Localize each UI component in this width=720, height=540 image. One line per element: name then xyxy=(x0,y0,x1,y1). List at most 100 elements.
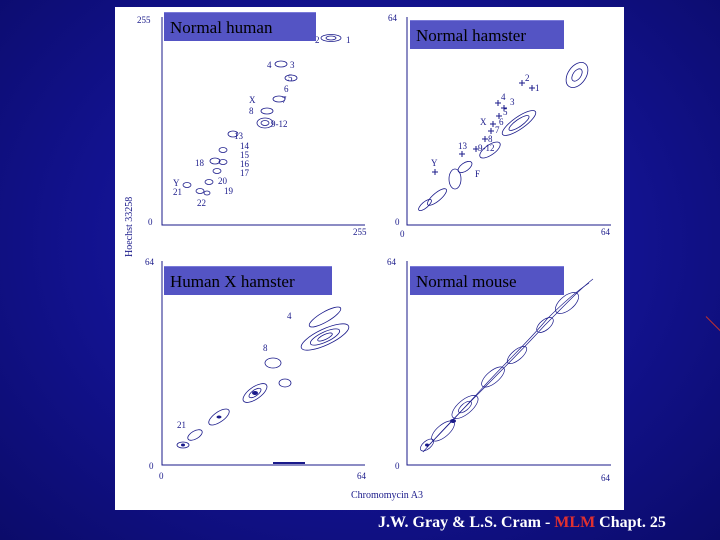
chrom-label: 9-12 xyxy=(478,143,495,153)
chrom-label: 5 xyxy=(503,107,508,117)
peak-contour xyxy=(308,306,342,328)
flow-karyotype-figure: 255 0 255 64 0 0 64 64 0 0 64 64 0 64 Ho… xyxy=(115,7,624,510)
tick-bl-origin-x: 0 xyxy=(159,471,164,481)
chrom-label: 4 xyxy=(267,60,272,70)
citation-chapter: Chapt. 25 xyxy=(595,514,666,531)
peak-contour xyxy=(256,117,274,129)
citation: J.W. Gray & L.S. Cram - MLM Chapt. 25 xyxy=(378,514,666,532)
tick-tr-origin-x: 0 xyxy=(400,229,405,239)
peak-contour xyxy=(457,160,473,174)
chrom-label: Y xyxy=(173,178,180,188)
chrom-label: 7 xyxy=(495,125,500,135)
chrom-label: 2 xyxy=(315,35,320,45)
peak-core xyxy=(252,391,258,395)
chrom-label: Y xyxy=(431,158,438,168)
peak-contour xyxy=(555,292,579,314)
peak-contour xyxy=(508,115,530,131)
citation-highlight: MLM xyxy=(554,514,596,531)
chrom-label: 2 xyxy=(525,73,530,83)
peak-contour xyxy=(176,441,190,449)
peak-contour xyxy=(195,188,205,194)
peak-contour xyxy=(187,429,203,441)
peak-contour xyxy=(182,182,192,188)
chrom-label: 5 xyxy=(288,73,293,83)
peak-contour xyxy=(418,198,432,212)
peak-contour xyxy=(203,190,211,196)
peak-contour xyxy=(242,383,268,403)
peak-contour xyxy=(218,159,228,165)
chrom-label: X xyxy=(480,117,487,127)
chrom-label: 21 xyxy=(173,187,182,197)
chrom-label: 17 xyxy=(240,168,250,178)
peak-contour xyxy=(325,35,337,41)
peak-contour xyxy=(451,395,479,419)
tick-br-xmax: 64 xyxy=(601,473,611,483)
peak-contour xyxy=(227,130,239,138)
axes-bottom-right xyxy=(406,261,611,466)
tick-tr-origin: 0 xyxy=(395,217,400,227)
tick-tr-ymax: 64 xyxy=(388,13,398,23)
peak-contour xyxy=(272,95,286,103)
peak-core xyxy=(181,443,185,447)
peak-contour xyxy=(317,332,333,342)
tick-tr-xmax: 64 xyxy=(601,227,611,237)
chrom-label: 16 xyxy=(240,159,250,169)
hamster-plus-markers xyxy=(432,80,535,175)
chrom-label: 4 xyxy=(287,311,292,321)
chrom-label: X xyxy=(249,95,256,105)
peak-contour xyxy=(571,68,583,82)
chrom-label: 1 xyxy=(535,83,540,93)
peak-contour xyxy=(274,60,288,68)
peak-contour xyxy=(479,141,501,159)
peak-contour xyxy=(481,366,505,388)
peak-contour xyxy=(565,62,589,88)
axes-bottom-left xyxy=(161,261,365,466)
peak-contour xyxy=(309,328,341,346)
peak-contour xyxy=(248,387,262,399)
tick-bl-xmax: 64 xyxy=(357,471,367,481)
chrom-label: 14 xyxy=(240,141,250,151)
tick-tl-xmax: 255 xyxy=(353,227,367,237)
axis-lines xyxy=(161,17,611,466)
x-axis-label: Chromomycin A3 xyxy=(351,490,423,501)
human-peaks xyxy=(182,34,342,196)
peak-contour xyxy=(208,408,230,426)
chrom-label: 8 xyxy=(263,343,268,353)
peak-contour xyxy=(284,74,298,82)
plus-marker xyxy=(482,136,488,142)
chrom-label: 20 xyxy=(218,176,228,186)
peak-contour xyxy=(204,179,214,185)
peak-contour xyxy=(264,357,282,369)
peak-contour xyxy=(427,188,447,206)
peak-contour xyxy=(506,346,528,364)
peak-contour xyxy=(420,438,434,452)
chrom-label: 6 xyxy=(284,84,289,94)
chrom-label: 13 xyxy=(458,141,468,151)
plus-marker xyxy=(501,105,507,111)
panel-title-normal-mouse: Normal mouse xyxy=(410,266,564,295)
plus-marker xyxy=(529,85,535,91)
peak-contour xyxy=(278,378,292,388)
plus-marker xyxy=(496,113,502,119)
chrom-label: 19 xyxy=(224,186,234,196)
tick-tl-ymax: 255 xyxy=(137,15,151,25)
panel-title-normal-hamster: Normal hamster xyxy=(410,20,564,49)
peak-core xyxy=(425,443,429,447)
citation-authors: J.W. Gray & L.S. Cram - xyxy=(378,514,555,531)
mouse-ridge xyxy=(422,278,594,453)
plus-marker xyxy=(432,169,438,175)
karyotype-plots: 255 0 255 64 0 0 64 64 0 0 64 64 0 64 Ho… xyxy=(124,13,611,501)
chrom-label: 13 xyxy=(234,131,244,141)
panel-title-normal-human: Normal human xyxy=(164,12,316,41)
panel-title-human-x-hamster: Human X hamster xyxy=(164,266,332,295)
plus-marker xyxy=(490,121,496,127)
chrom-label: 1 xyxy=(346,35,351,45)
decorative-line xyxy=(705,316,720,336)
mouse-dense-cores xyxy=(425,419,456,447)
peak-contour xyxy=(536,317,554,333)
peak-contour xyxy=(501,110,537,136)
chrom-label: 8 xyxy=(488,134,493,144)
chrom-label: 6 xyxy=(499,117,504,127)
chrom-label: 18 xyxy=(195,158,205,168)
peak-contour xyxy=(458,400,472,414)
